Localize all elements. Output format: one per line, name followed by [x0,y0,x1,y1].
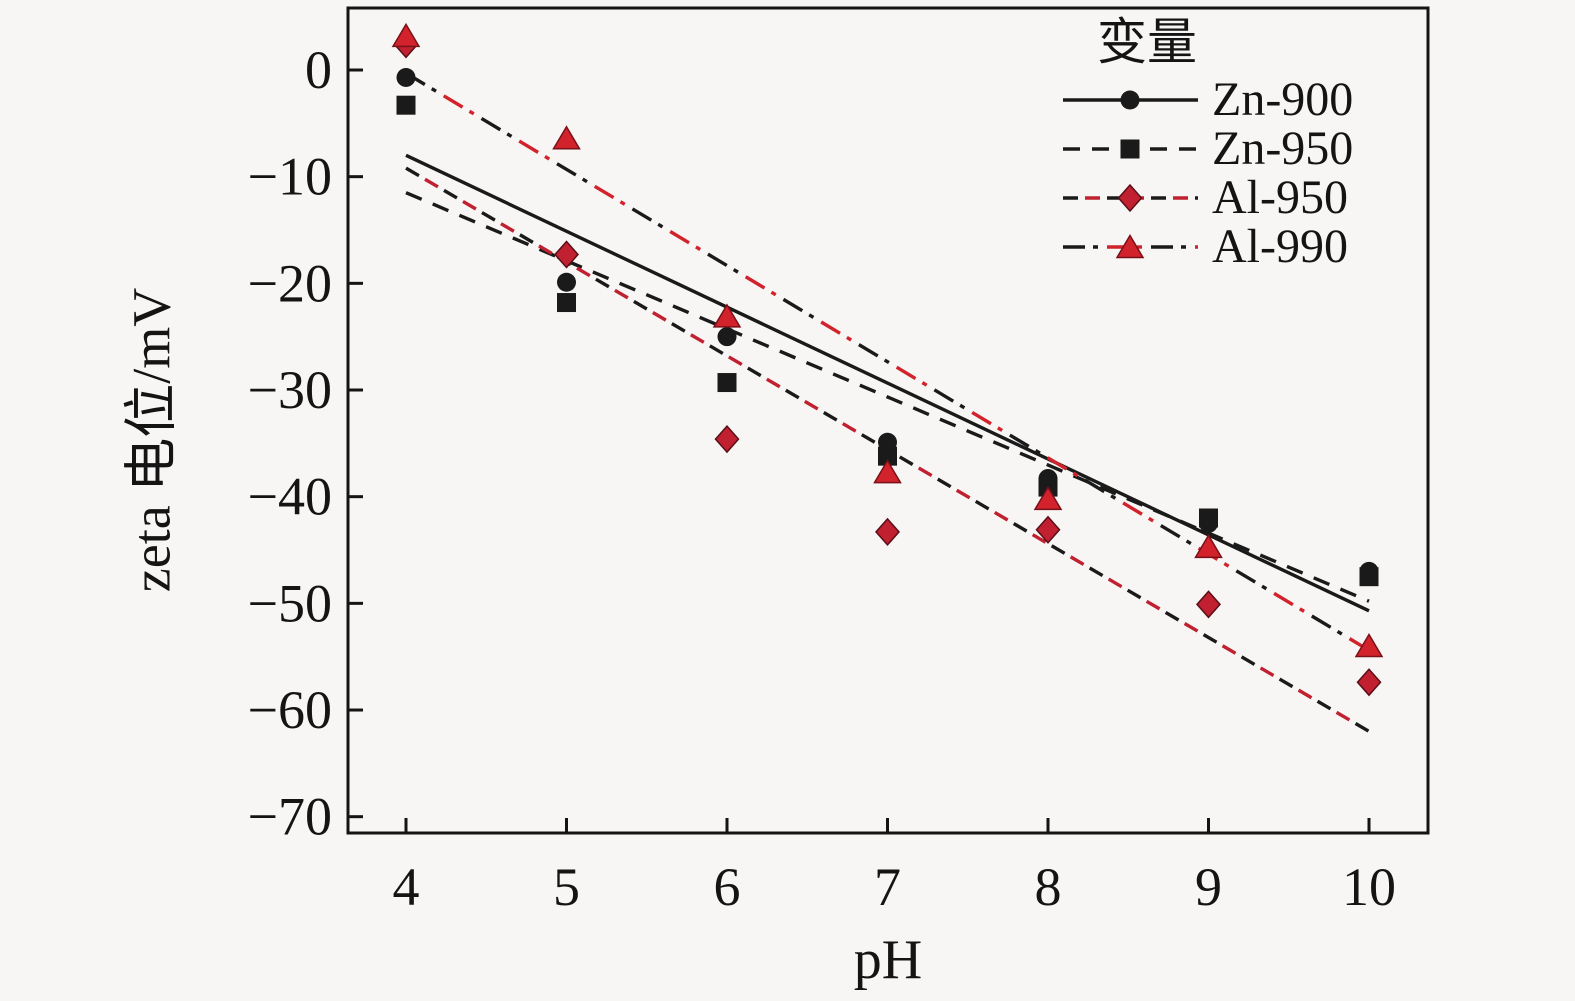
legend-title: 变量 [1097,14,1197,70]
marker-al-990-ph7 [873,459,902,484]
x-tick-label-4: 4 [393,857,420,917]
marker-zn-950-ph7 [878,446,897,466]
marker-zn-950-ph9 [1199,508,1218,528]
marker-zn-900-ph6 [717,327,737,347]
marker-zn-950-ph4 [396,95,416,115]
legend-marker-zn-950 [1120,139,1140,158]
marker-zn-950-ph5 [557,293,576,313]
y-tick-label--20: −20 [248,253,332,313]
marker-al-950-ph8 [1035,515,1061,544]
y-tick-label--70: −70 [248,787,332,847]
marker-zn-950-ph10 [1359,567,1379,587]
legend-item-al-950: Al-950 [1045,173,1353,222]
legend-line-sample-zn-900 [1063,90,1198,109]
marker-al-990-ph10 [1354,633,1384,658]
legend-line-sample-al-950 [1063,183,1198,212]
legend-marker-al-950 [1117,183,1143,212]
y-tick-label--50: −50 [248,573,332,633]
trend-line-al-990 [405,71,1370,652]
legend-label-zn-900: Zn-900 [1212,72,1354,126]
x-tick-label-6: 6 [714,857,741,917]
y-tick-label--60: −60 [248,680,332,740]
y-tick-label-0: 0 [305,40,332,100]
legend-marker-zn-900 [1120,90,1140,109]
legend: 变量 Zn-900 Zn-950 Al-950 Al-990 [1045,10,1353,271]
marker-al-990-ph5 [552,125,581,150]
legend-item-al-990: Al-990 [1045,222,1353,271]
marker-al-990-ph4 [391,22,421,48]
legend-item-zn-900: Zn-900 [1045,75,1353,124]
legend-marker-al-990 [1115,233,1145,258]
trend-line-al-990-layer1 [405,71,1370,652]
y-tick-label--40: −40 [248,467,332,527]
marker-al-950-ph9 [1195,590,1222,619]
marker-zn-900-ph5 [557,272,576,292]
x-axis-title: pH [853,929,923,991]
y-tick-label--10: −10 [248,147,332,207]
marker-al-990-ph9 [1194,533,1223,559]
marker-al-950-ph6 [714,424,740,454]
legend-label-al-990: Al-990 [1212,219,1348,273]
y-tick-label--30: −30 [248,360,332,420]
x-tick-label-7: 7 [874,857,901,917]
legend-item-zn-950: Zn-950 [1045,124,1353,173]
x-tick-label-10: 10 [1342,857,1396,917]
marker-zn-900-ph4 [396,67,416,87]
marker-al-950-ph7 [874,517,901,547]
marker-al-950-ph10 [1356,668,1382,697]
legend-label-zn-950: Zn-950 [1212,121,1354,175]
legend-line-sample-al-990 [1063,233,1198,258]
x-tick-label-8: 8 [1035,857,1062,917]
legend-line-sample-zn-950 [1063,139,1198,158]
y-axis-title: zeta 电位/mV [121,287,182,593]
legend-label-al-950: Al-950 [1212,170,1348,224]
marker-al-990-ph8 [1033,485,1063,511]
marker-zn-950-ph6 [717,373,737,393]
x-tick-label-5: 5 [553,857,580,917]
marker-al-990-ph6 [712,303,742,328]
x-tick-label-9: 9 [1195,857,1222,917]
marker-al-950-ph5 [553,240,580,269]
